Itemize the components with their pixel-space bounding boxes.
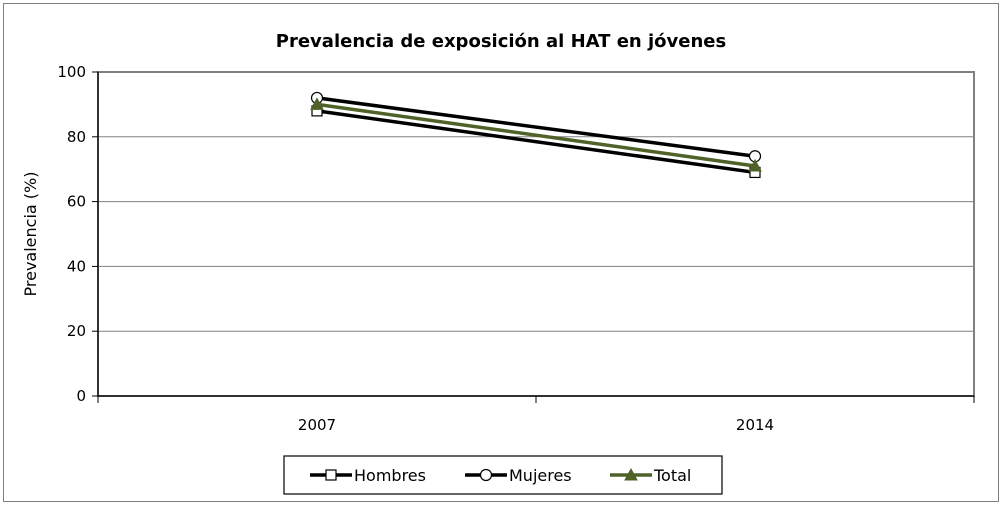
y-tick-label-20: 20 xyxy=(67,322,86,340)
series-line-hombres xyxy=(316,109,756,175)
legend-marker-hombres xyxy=(325,469,337,481)
chart-title: Prevalencia de exposición al HAT en jóve… xyxy=(276,31,726,52)
legend-item-mujeres: Mujeres xyxy=(465,466,572,485)
plot-area xyxy=(97,71,975,397)
series-line-mujeres xyxy=(316,96,756,158)
series-mujeres xyxy=(310,91,762,163)
x-tick-label-2007: 2007 xyxy=(298,416,336,434)
series-total xyxy=(310,97,762,172)
legend-item-hombres: Hombres xyxy=(310,466,426,485)
y-tick-label-40: 40 xyxy=(67,257,86,275)
y-tick-label-80: 80 xyxy=(67,128,86,146)
point-total-2007 xyxy=(310,97,324,110)
series-line-total xyxy=(316,102,756,168)
legend-label-mujeres: Mujeres xyxy=(509,466,572,485)
y-tick-label-60: 60 xyxy=(67,193,86,211)
legend-label-total: Total xyxy=(653,466,691,485)
y-tick-label-0: 0 xyxy=(76,387,86,405)
legend: Hombres Mujeres Total xyxy=(283,455,723,495)
point-total-2014 xyxy=(748,158,762,172)
legend-marker-total xyxy=(624,467,638,481)
y-tick-label-100: 100 xyxy=(57,63,86,81)
legend-marker-mujeres xyxy=(479,468,493,482)
legend-label-hombres: Hombres xyxy=(354,466,426,485)
axes: 0 20 40 60 80 100 2007 2014 xyxy=(57,63,975,434)
series-group xyxy=(310,91,762,179)
x-tick-label-2014: 2014 xyxy=(736,416,774,434)
legend-item-total: Total xyxy=(610,466,691,485)
y-axis-title: Prevalencia (%) xyxy=(21,172,40,297)
